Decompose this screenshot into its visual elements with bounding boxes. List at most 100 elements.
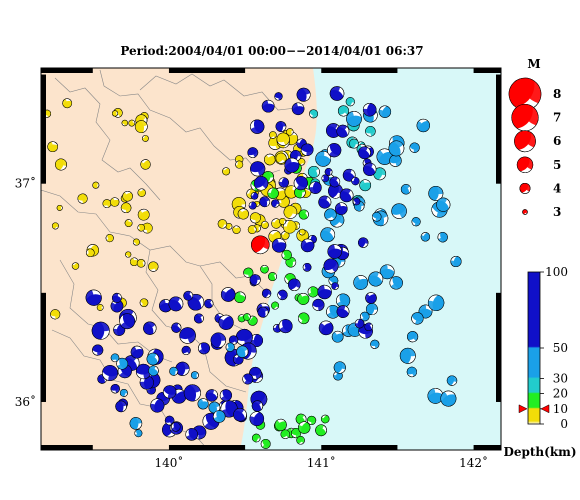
depth-tick-label: 100 <box>545 265 568 279</box>
earthquake-event <box>225 223 233 230</box>
earthquake-event <box>351 176 360 186</box>
earthquake-event <box>164 415 175 426</box>
earthquake-event <box>271 218 282 229</box>
earthquake-event <box>370 339 380 349</box>
earthquake-event <box>281 249 292 261</box>
earthquake-event <box>228 335 239 345</box>
earthquake-event <box>364 322 373 332</box>
magnitude-legend-label: 5 <box>553 158 561 172</box>
earthquake-event <box>333 361 346 374</box>
earthquake-event <box>110 197 120 207</box>
depth-colorbar-bar <box>527 271 541 425</box>
earthquake-event <box>271 199 280 208</box>
earthquake-event <box>55 158 67 171</box>
earthquake-event <box>249 212 261 224</box>
earthquake-event <box>318 195 332 209</box>
map-title: Period:2004/04/01 00:00−−2014/04/01 06:3… <box>120 44 423 58</box>
earthquake-event <box>363 162 377 176</box>
earthquake-event <box>406 366 418 378</box>
earthquake-event <box>219 389 232 402</box>
earthquake-event <box>193 313 204 324</box>
earthquake-event <box>232 225 241 234</box>
longitude-tick-label: 142˚ <box>459 455 488 470</box>
latitude-labels: 37˚ 36˚ <box>15 176 36 409</box>
magnitude-legend-symbol <box>511 104 539 132</box>
earthquake-event <box>276 132 290 146</box>
earthquake-event <box>110 353 120 363</box>
earthquake-event <box>409 142 420 153</box>
earthquake-event <box>210 332 227 348</box>
earthquake-event <box>329 86 345 101</box>
earthquake-event <box>320 414 330 424</box>
earthquake-event <box>137 188 146 197</box>
depth-tick-label: 0 <box>560 417 568 431</box>
earthquake-event <box>225 342 235 352</box>
earthquake-event <box>134 120 148 133</box>
earthquake-event <box>249 411 265 426</box>
earthquake-event <box>234 291 246 304</box>
earthquake-event <box>286 128 294 136</box>
earthquake-event <box>352 197 361 206</box>
earthquake-event <box>134 429 143 438</box>
magnitude-legend-label: 3 <box>553 205 561 219</box>
map-frame <box>40 67 502 451</box>
earthquake-event <box>86 248 95 258</box>
earthquake-event <box>315 424 327 437</box>
map-border-ticks <box>41 68 501 450</box>
earthquake-event <box>269 131 277 139</box>
earthquake-event <box>339 188 354 203</box>
earthquake-event <box>125 251 132 258</box>
earthquake-event <box>261 221 269 229</box>
earthquake-event <box>220 287 236 302</box>
magnitude-legend: M 8 7 6 5 4 3 <box>508 57 561 219</box>
earthquake-event <box>110 299 124 313</box>
earthquake-event <box>121 119 128 127</box>
earthquake-event <box>291 428 302 439</box>
earthquake-event <box>428 185 444 201</box>
earthquake-event <box>440 390 457 407</box>
magnitude-legend-label: 6 <box>553 134 561 148</box>
longitude-labels: 140˚ 141˚ 142˚ <box>154 455 488 470</box>
earthquake-event <box>128 119 136 127</box>
earthquake-event <box>264 153 276 166</box>
earthquake-event <box>312 298 325 311</box>
earthquake-event <box>416 118 430 133</box>
earthquake-event <box>197 398 209 410</box>
earthquake-event <box>271 301 280 310</box>
earthquake-event <box>378 105 392 118</box>
earthquake-event <box>298 421 311 434</box>
magnitude-legend-symbol <box>519 182 531 194</box>
earthquake-event <box>342 168 356 182</box>
earthquake-event <box>399 347 416 364</box>
earthquake-event <box>274 92 283 101</box>
earthquake-event <box>365 292 377 304</box>
earthquake-event <box>307 165 320 178</box>
earthquake-event <box>185 428 198 441</box>
earthquake-event <box>120 202 132 214</box>
latitude-tick-label: 37˚ <box>15 176 36 191</box>
earthquake-event <box>110 384 120 394</box>
earthquake-event <box>105 234 114 243</box>
earthquake-event <box>116 357 129 370</box>
earthquake-event <box>280 429 291 440</box>
earthquake-event <box>324 208 337 221</box>
earthquake-event <box>345 97 355 107</box>
depth-tick-label: 30 <box>553 371 568 385</box>
earthquake-event <box>247 147 259 158</box>
earthquake-event <box>130 345 144 359</box>
earthquake-event <box>181 345 191 355</box>
earthquake-event <box>362 102 377 117</box>
earthquake-event <box>183 384 201 402</box>
earthquake-event <box>212 410 226 423</box>
magnitude-legend-label: 4 <box>553 181 561 195</box>
earthquake-event <box>279 217 287 225</box>
earthquake-event <box>137 223 145 232</box>
earthquake-event <box>327 244 342 259</box>
earthquake-event <box>243 267 254 278</box>
earthquake-event <box>296 87 311 102</box>
earthquake-event <box>300 238 315 253</box>
earthquake-event <box>300 143 314 156</box>
earthquake-event <box>198 342 210 355</box>
earthquake-event <box>278 319 293 334</box>
